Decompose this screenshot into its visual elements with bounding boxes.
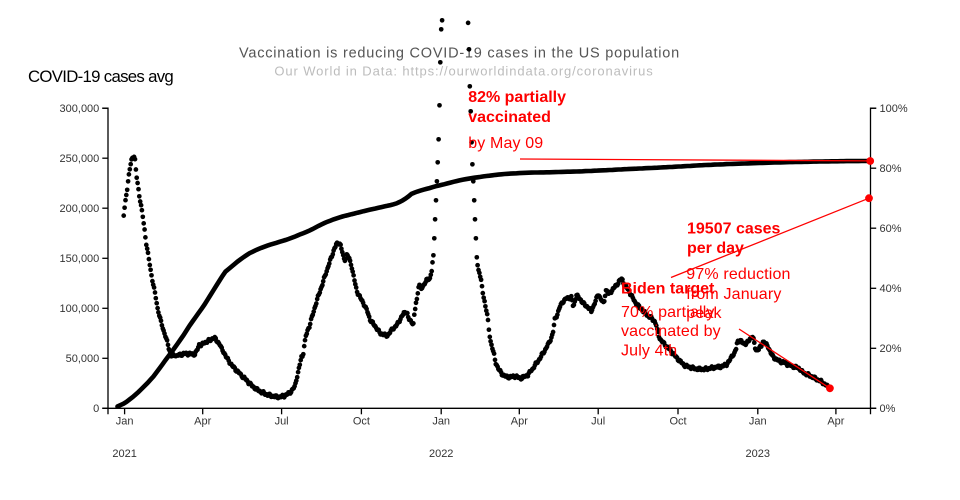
svg-text:from January: from January bbox=[686, 286, 781, 303]
svg-text:by May 09: by May 09 bbox=[468, 135, 543, 152]
svg-text:Vaccination is reducing COVID-: Vaccination is reducing COVID-19 cases i… bbox=[239, 45, 680, 61]
svg-text:70% partially: 70% partially bbox=[621, 304, 715, 321]
svg-text:250,000: 250,000 bbox=[60, 153, 100, 165]
svg-text:100,000: 100,000 bbox=[60, 303, 100, 315]
svg-text:50,000: 50,000 bbox=[66, 353, 100, 365]
svg-text:Our World in Data: https://our: Our World in Data: https://ourworldindat… bbox=[274, 64, 653, 79]
svg-text:Apr: Apr bbox=[827, 415, 844, 427]
svg-text:Jan: Jan bbox=[432, 415, 450, 427]
svg-text:0%: 0% bbox=[880, 403, 896, 415]
svg-text:100%: 100% bbox=[880, 103, 908, 115]
svg-text:2023: 2023 bbox=[746, 448, 770, 460]
svg-text:vaccinated: vaccinated bbox=[468, 109, 551, 126]
svg-text:vaccinated by: vaccinated by bbox=[621, 323, 721, 340]
svg-text:Jan: Jan bbox=[116, 415, 134, 427]
svg-text:Jul: Jul bbox=[275, 415, 289, 427]
svg-text:2021: 2021 bbox=[112, 448, 136, 460]
svg-text:0: 0 bbox=[93, 403, 99, 415]
svg-text:19507 cases: 19507 cases bbox=[687, 220, 781, 237]
svg-text:40%: 40% bbox=[880, 283, 902, 295]
svg-text:COVID-19 cases avg: COVID-19 cases avg bbox=[28, 67, 173, 86]
svg-text:Apr: Apr bbox=[194, 415, 211, 427]
svg-text:80%: 80% bbox=[880, 163, 902, 175]
svg-text:Jan: Jan bbox=[749, 415, 767, 427]
svg-text:60%: 60% bbox=[880, 223, 902, 235]
svg-text:July 4th: July 4th bbox=[621, 343, 677, 360]
svg-text:97% reduction: 97% reduction bbox=[686, 266, 790, 283]
svg-text:Oct: Oct bbox=[353, 415, 370, 427]
svg-text:150,000: 150,000 bbox=[60, 253, 100, 265]
svg-text:Apr: Apr bbox=[511, 415, 528, 427]
svg-text:Biden target: Biden target bbox=[621, 281, 715, 298]
svg-text:300,000: 300,000 bbox=[60, 103, 100, 115]
svg-text:82% partially: 82% partially bbox=[468, 89, 566, 106]
svg-text:2022: 2022 bbox=[429, 448, 453, 460]
svg-text:peak: peak bbox=[686, 305, 722, 322]
svg-text:20%: 20% bbox=[880, 343, 902, 355]
svg-text:Oct: Oct bbox=[669, 415, 686, 427]
svg-text:per day: per day bbox=[687, 240, 744, 257]
svg-text:200,000: 200,000 bbox=[60, 203, 100, 215]
svg-text:Jul: Jul bbox=[591, 415, 605, 427]
